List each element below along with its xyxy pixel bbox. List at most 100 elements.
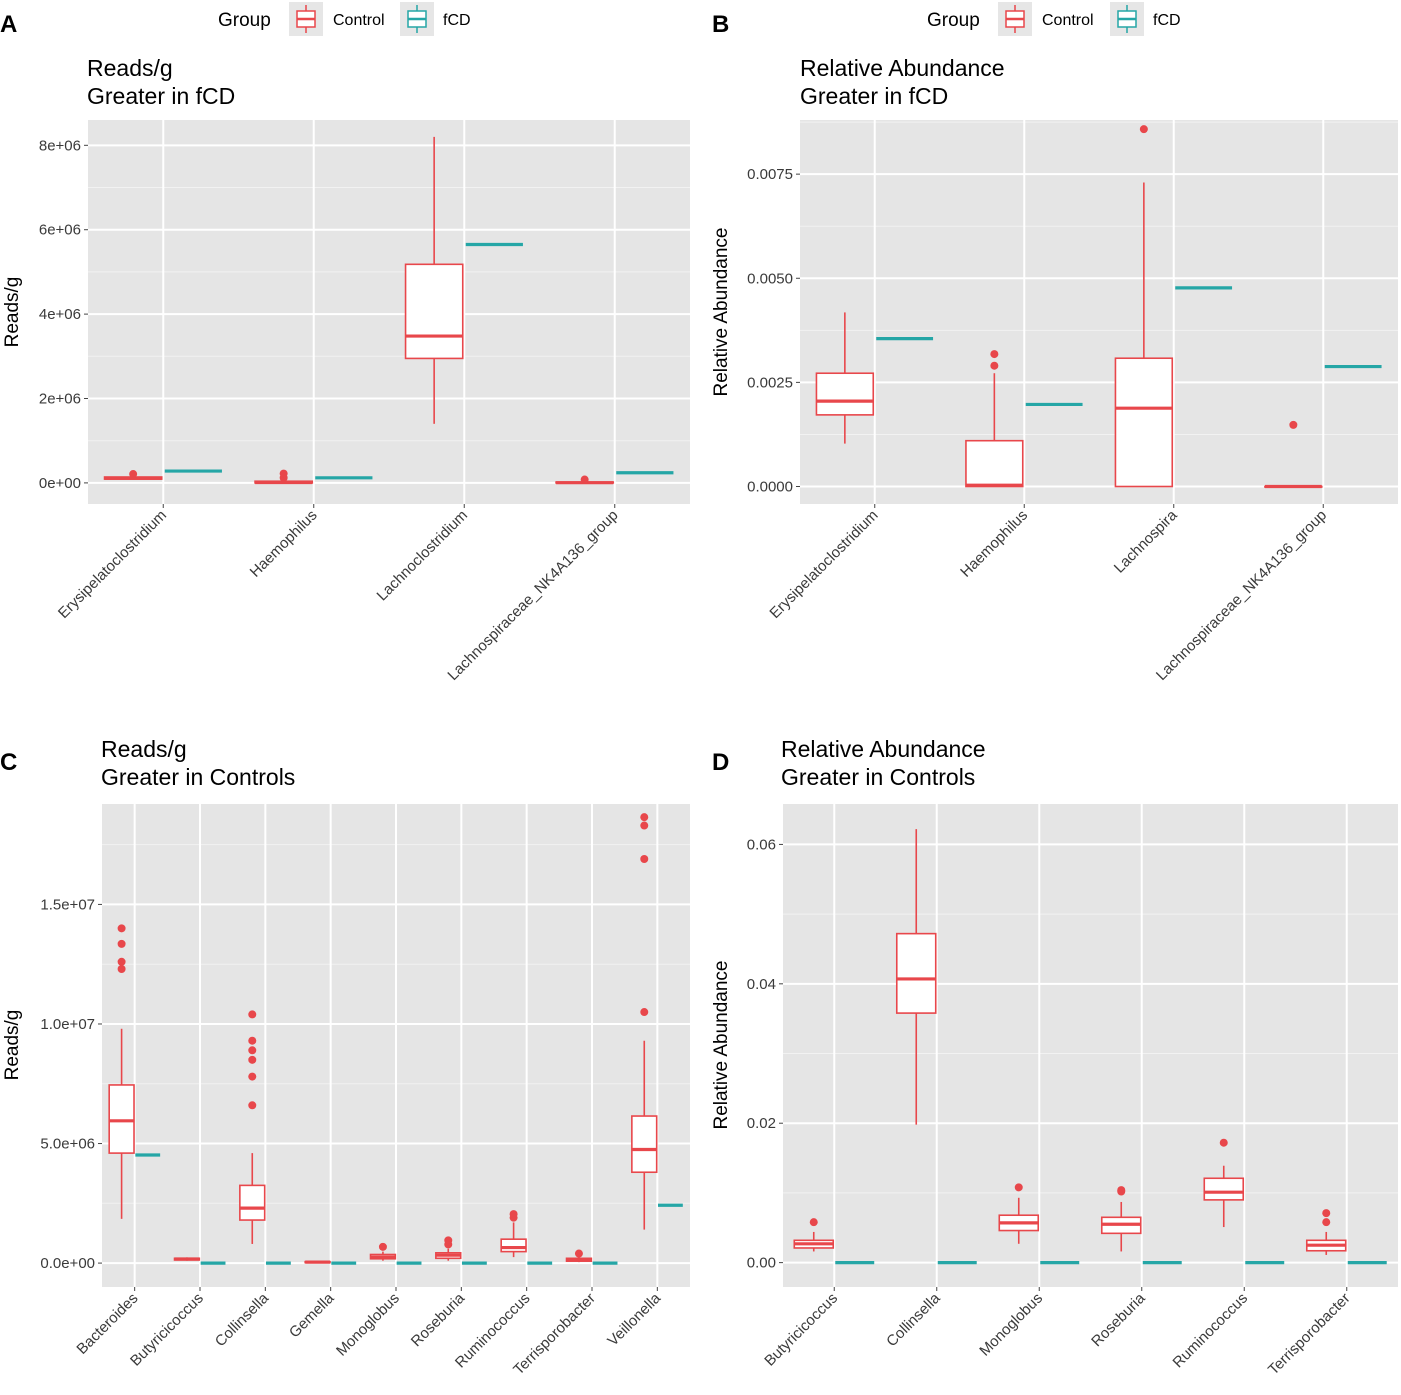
iqr-box — [239, 1184, 266, 1221]
x-tick-label: Erysipelatoclostridium — [55, 507, 170, 622]
y-axis-label: Reads/g — [2, 277, 23, 348]
y-tick-label: 0e+00 — [39, 475, 81, 492]
control-box — [555, 475, 615, 485]
outlier-point — [117, 939, 126, 948]
control-box — [815, 312, 875, 444]
x-tick-label: Veillonella — [604, 1289, 664, 1349]
y-tick-label: 6e+06 — [39, 222, 81, 239]
control-box — [965, 350, 1024, 488]
control-box — [631, 813, 658, 1230]
outlier-point — [248, 1101, 257, 1110]
panel-letter: C — [0, 749, 17, 776]
iqr-box — [895, 932, 937, 1014]
legend-key-control — [998, 2, 1032, 36]
chart-title-line: Reads/g — [101, 736, 187, 762]
control-box — [239, 1010, 266, 1244]
y-tick-label: 4e+06 — [39, 306, 81, 323]
y-tick-label: 0.06 — [747, 836, 776, 853]
control-box — [103, 470, 163, 480]
legend-key-fcd — [1110, 2, 1144, 36]
x-tick-label: Monoglobus — [976, 1290, 1046, 1360]
x-tick-label: Lachnospiraceae_NK4A136_group — [1153, 507, 1330, 684]
chart-title-line: Greater in Controls — [781, 764, 975, 790]
outlier-point — [444, 1236, 453, 1245]
plot-background — [783, 804, 1398, 1287]
legend-label-control: Control — [1042, 12, 1094, 29]
legend-title: Group — [218, 10, 271, 31]
outlier-point — [1322, 1218, 1331, 1227]
y-tick-label: 0.0075 — [747, 166, 793, 183]
outlier-point — [990, 350, 999, 359]
outlier-point — [1322, 1209, 1331, 1218]
control-box — [793, 1218, 835, 1252]
outlier-point — [248, 1036, 257, 1045]
legend-label-fcd: fCD — [443, 12, 471, 29]
outlier-point — [580, 475, 589, 484]
control-box — [1264, 420, 1323, 489]
control-box — [304, 1260, 331, 1264]
iqr-box — [108, 1084, 135, 1154]
y-axis-label: Relative Abundance — [711, 227, 732, 396]
outlier-point — [117, 964, 126, 973]
x-tick-label: Bacteroides — [73, 1290, 141, 1358]
iqr-box — [500, 1238, 527, 1253]
outlier-point — [640, 813, 649, 822]
outlier-point — [509, 1210, 518, 1219]
legend-b: Group Control fCD — [927, 2, 1181, 36]
x-tick-label: Lachnoclostridium — [374, 507, 472, 605]
iqr-box — [631, 1115, 658, 1174]
x-tick-label: Erysipelatoclostridium — [766, 507, 881, 622]
outlier-point — [378, 1242, 387, 1251]
x-tick-label: Ruminococcus — [1169, 1290, 1251, 1372]
outlier-point — [248, 1072, 257, 1081]
chart-title-line: Relative Abundance — [800, 55, 1005, 81]
x-tick-label: Lachnospiraceae_NK4A136_group — [444, 507, 621, 684]
legend-label-fcd: fCD — [1153, 12, 1181, 29]
outlier-point — [640, 854, 649, 863]
legend-a: Group Control fCD — [218, 2, 471, 36]
outlier-point — [1014, 1183, 1023, 1192]
outlier-point — [809, 1218, 818, 1227]
x-tick-label: Collinsella — [212, 1289, 273, 1350]
chart-title-line: Relative Abundance — [781, 736, 986, 762]
control-box — [1114, 125, 1174, 488]
outlier-point — [990, 361, 999, 370]
x-tick-label: Lachnospira — [1111, 506, 1181, 576]
y-tick-label: 0.00 — [747, 1255, 776, 1272]
y-axis-label: Relative Abundance — [711, 960, 732, 1129]
y-tick-label: 2e+06 — [39, 391, 81, 408]
x-tick-label: Haemophilus — [957, 507, 1031, 581]
legend-key-fcd — [400, 2, 434, 36]
x-tick-label: Butyricicoccus — [761, 1290, 841, 1370]
iqr-box — [1114, 357, 1174, 488]
control-box — [254, 469, 314, 485]
outlier-point — [117, 924, 126, 933]
chart-title-line: Greater in fCD — [87, 83, 235, 109]
plot-background — [800, 120, 1398, 504]
iqr-box — [404, 263, 464, 360]
y-tick-label: 0.0050 — [747, 270, 793, 287]
outlier-point — [248, 1010, 257, 1019]
outlier-point — [1289, 420, 1298, 429]
control-box — [998, 1183, 1040, 1244]
chart-title-line: Reads/g — [87, 55, 173, 81]
control-box — [369, 1242, 397, 1261]
iqr-box — [815, 372, 875, 416]
outlier-point — [574, 1249, 583, 1258]
panel-letter: A — [0, 11, 17, 38]
outlier-point — [1117, 1186, 1126, 1195]
chart-title-line: Greater in fCD — [800, 83, 948, 109]
outlier-point — [117, 957, 126, 966]
control-box — [173, 1257, 201, 1261]
x-tick-label: Gemella — [286, 1289, 338, 1341]
x-tick-label: Haemophilus — [247, 507, 321, 581]
outlier-point — [248, 1055, 257, 1064]
outlier-point — [640, 821, 649, 830]
outlier-point — [1219, 1138, 1228, 1147]
x-tick-label: Monoglobus — [333, 1290, 403, 1360]
chart-title-line: Greater in Controls — [101, 764, 295, 790]
